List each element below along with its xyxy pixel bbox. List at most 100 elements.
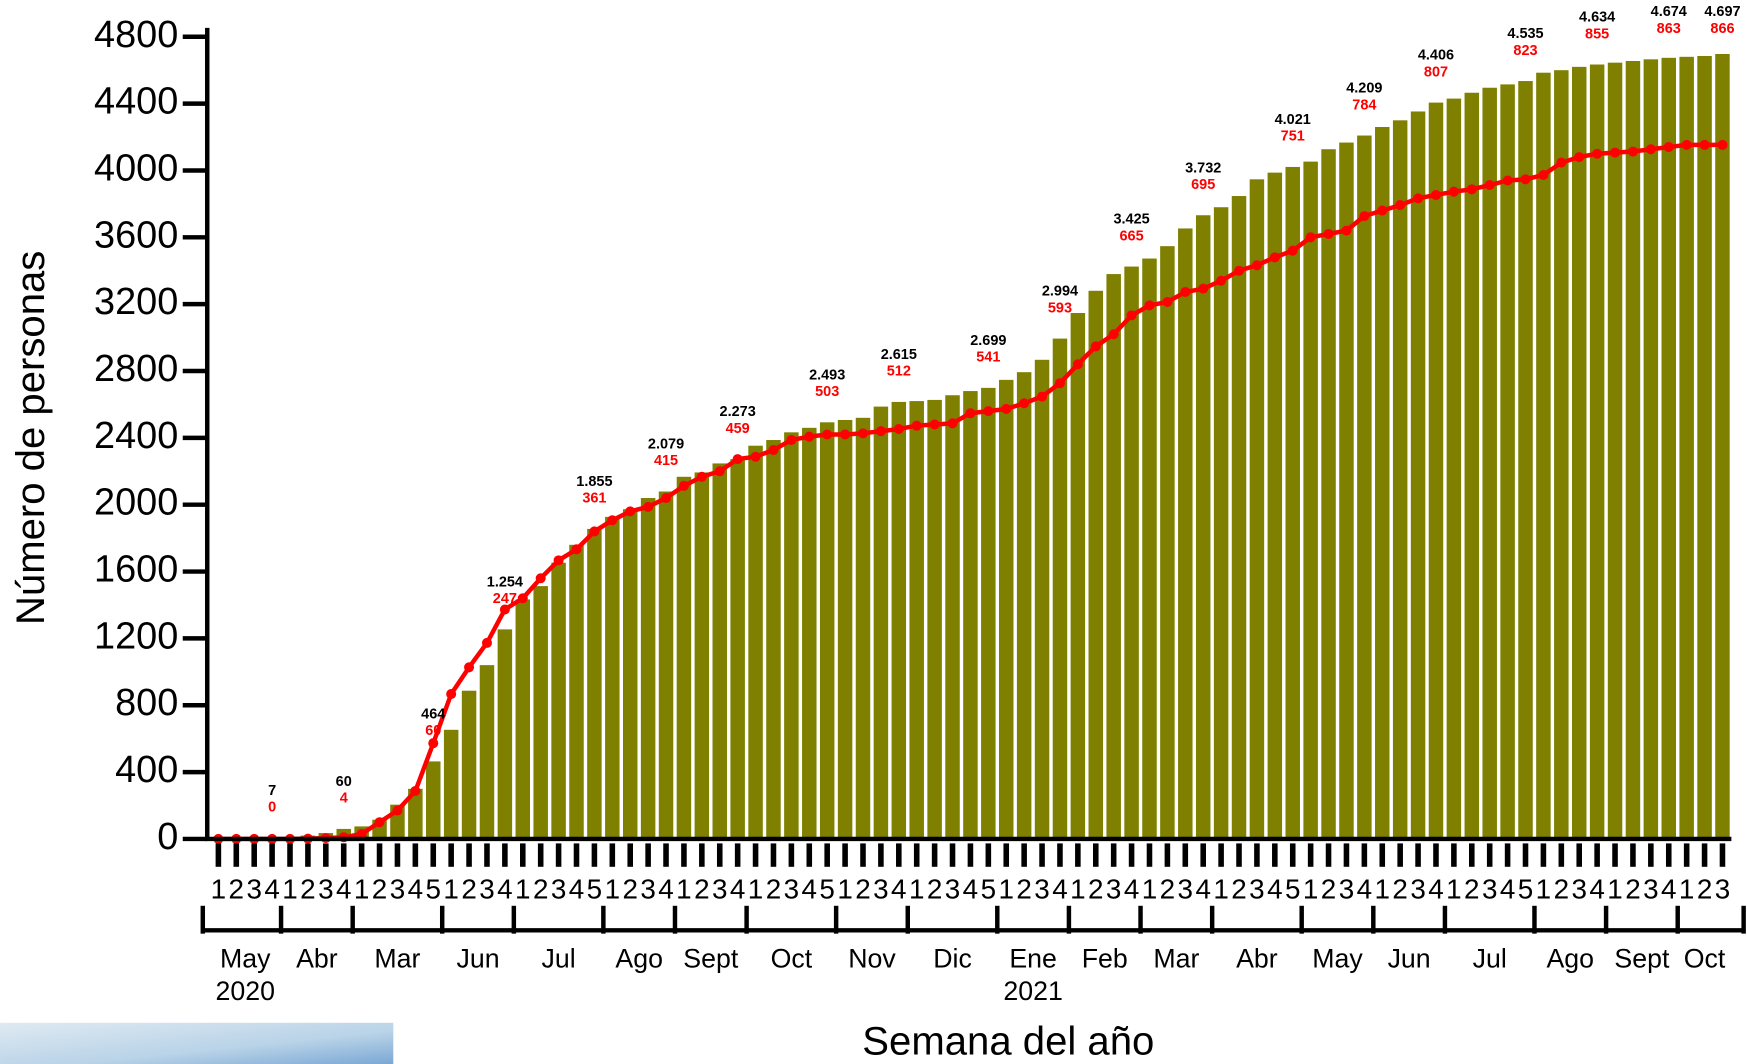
x-tick-label: 1 [676,874,692,905]
bar [1303,161,1318,839]
month-label: Jul [1473,943,1507,973]
x-tick-label: 4 [658,874,674,905]
x-tick-label: 4 [264,874,280,905]
line-point [750,451,761,462]
bar [1142,258,1157,839]
line-point [822,429,833,440]
x-tick-label: 2 [229,874,245,905]
line-point [1377,205,1388,216]
line-point [1019,398,1030,409]
bar [1518,81,1533,839]
x-tick-label: 2 [855,874,870,905]
line-point [1198,283,1209,294]
annotation-label: 863 [1657,21,1681,37]
bar [587,528,602,839]
month-label: Ago [1546,943,1594,973]
line-point [356,828,367,839]
line-point [1216,275,1227,286]
bar [945,395,960,839]
x-tick-label: 4 [497,874,513,905]
bar [1375,127,1390,839]
y-tick-label: 400 [115,749,178,791]
x-tick-label: 3 [246,874,262,905]
annotation-label: 807 [1424,64,1448,80]
line-point [1323,228,1334,239]
value-label: 2.994 [1042,284,1078,300]
month-label: Sept [683,943,739,973]
line-point [1269,252,1280,263]
x-axis-title: Semana del año [862,1020,1154,1064]
bar [1160,246,1175,839]
x-tick-label: 2 [622,874,638,905]
bar [1016,372,1032,839]
bar [1589,64,1605,839]
annotation-label: 695 [1191,177,1215,193]
annotation-label: 866 [1710,21,1734,37]
annotation-label: 459 [726,421,750,437]
annotation-label: 665 [1120,228,1144,244]
x-tick-label: 1 [1213,874,1229,905]
annotation-label: 60 [425,723,441,739]
line-point [1180,286,1191,297]
x-tick-label: 1 [515,874,531,905]
x-tick-label: 2 [1554,874,1570,905]
x-tick-label: 1 [1607,874,1622,905]
line-point [965,408,976,419]
bar [837,419,853,839]
x-tick-label: 2 [1392,874,1408,905]
bar [426,761,441,839]
x-tick-label: 2 [1464,874,1480,905]
bar [1410,111,1426,839]
line-point [1556,157,1567,168]
line-point [392,805,403,816]
bar [1339,142,1354,839]
month-label: Ene [1009,943,1057,973]
line-point [374,817,385,828]
month-label: Mar [1153,943,1199,973]
x-tick-label: 4 [1052,874,1068,905]
line-point [1699,139,1710,150]
x-tick-label: 2 [533,874,548,905]
line-point [804,431,815,442]
bar [855,417,871,839]
x-tick-label: 1 [443,874,459,905]
x-tick-label: 1 [282,874,298,905]
x-tick-label: 4 [802,874,817,905]
bar [1607,62,1623,839]
bar [622,509,638,839]
value-label: 7 [268,783,276,799]
bar [1195,215,1211,839]
y-tick-label: 1600 [94,549,178,591]
x-tick-label: 4 [891,874,907,905]
y-tick-label: 4400 [94,81,178,123]
x-tick-label: 1 [909,874,924,905]
value-label: 4.535 [1507,26,1543,42]
bar [712,463,727,839]
y-tick-label: 800 [115,682,178,724]
line-point [1126,310,1137,321]
line-point [1430,190,1441,201]
x-tick-label: 2 [1160,874,1175,905]
x-tick-label: 5 [1518,874,1534,905]
month-label: Ago [615,943,663,973]
value-label: 3.425 [1113,212,1149,228]
x-tick-label: 3 [1034,874,1049,905]
month-label: Jun [456,943,499,973]
line-point [1717,139,1728,150]
x-tick-label: 3 [390,874,406,905]
line-point [643,501,654,512]
x-tick-label: 1 [998,874,1014,905]
line-point [499,604,510,615]
line-point [1341,225,1352,236]
year-label: 2021 [1003,976,1062,1006]
line-point [553,555,564,566]
line-point [768,445,779,456]
line-point [1502,175,1513,186]
bar [909,401,924,839]
value-label: 4.697 [1704,4,1740,20]
line-point [1108,329,1119,340]
y-tick-label: 0 [157,816,178,858]
annotation-label: 0 [268,800,276,816]
x-tick-label: 3 [479,874,495,905]
y-tick-label: 1200 [94,615,178,657]
